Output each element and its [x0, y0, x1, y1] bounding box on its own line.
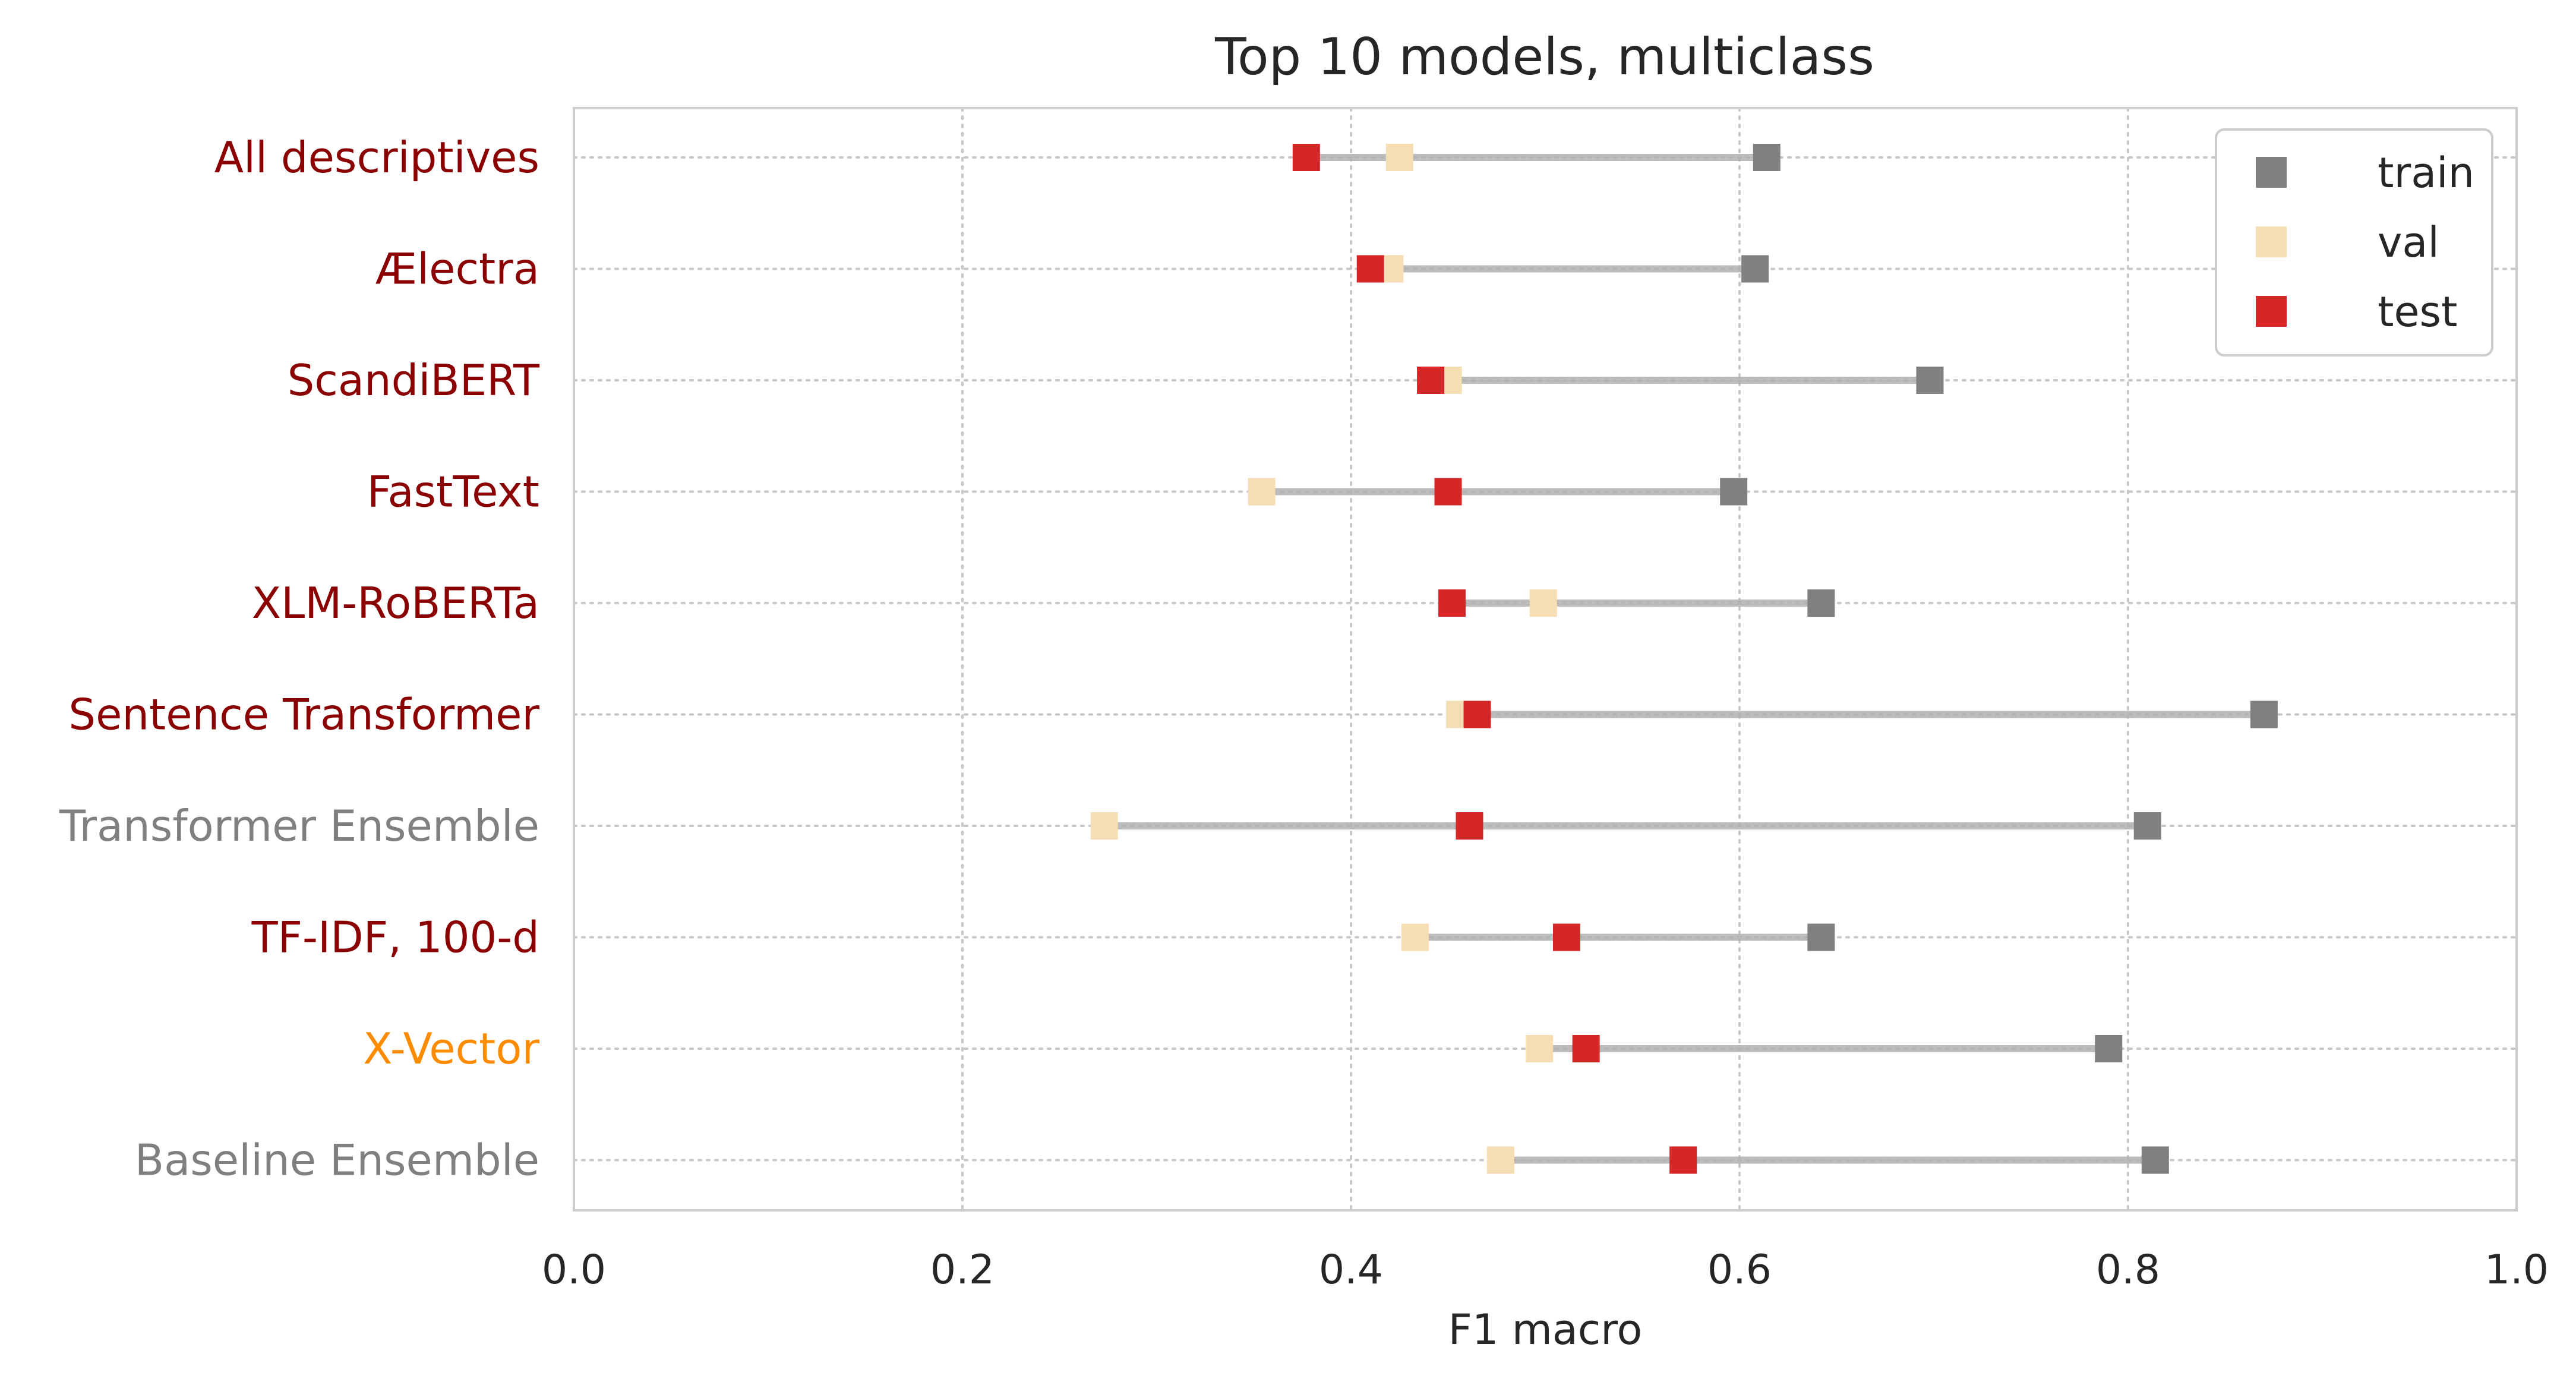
train-marker — [1753, 144, 1781, 171]
test-marker — [1438, 589, 1466, 617]
train-marker — [2133, 812, 2161, 840]
x-tick-label: 1.0 — [2485, 1247, 2549, 1293]
category-label: FastText — [367, 467, 539, 517]
train-marker — [2141, 1146, 2169, 1174]
val-marker — [1401, 923, 1429, 951]
x-tick-label: 0.2 — [930, 1247, 995, 1293]
x-axis-label: F1 macro — [1448, 1305, 1643, 1354]
category-label: ScandiBERT — [288, 355, 540, 405]
x-tick-label: 0.6 — [1707, 1247, 1772, 1293]
legend-label-val: val — [2378, 218, 2439, 267]
test-marker — [1572, 1035, 1600, 1062]
test-marker — [1417, 367, 1445, 394]
chart-title: Top 10 models, multiclass — [1214, 27, 1874, 87]
category-label: Sentence Transformer — [68, 690, 539, 740]
category-label: Baseline Ensemble — [135, 1135, 539, 1185]
x-tick-label: 0.4 — [1319, 1247, 1383, 1293]
legend-label-test: test — [2378, 288, 2457, 336]
train-marker — [1720, 478, 1748, 506]
x-tick-label: 0.0 — [542, 1247, 606, 1293]
legend-label-train: train — [2378, 149, 2474, 197]
legend-swatch-train — [2256, 157, 2287, 188]
y-category-labels: All descriptives Ælectra ScandiBERT FastTex… — [59, 132, 540, 1185]
category-label: X-Vector — [363, 1024, 539, 1074]
train-marker — [1741, 255, 1769, 283]
train-marker — [1916, 367, 1944, 394]
x-tick-labels: 0.0 0.2 0.4 0.6 0.8 1.0 — [542, 1247, 2549, 1293]
category-label: Ælectra — [375, 244, 539, 294]
data-markers — [1090, 144, 2278, 1174]
train-marker — [2095, 1035, 2123, 1062]
train-marker — [1807, 589, 1835, 617]
x-tick-label: 0.8 — [2096, 1247, 2160, 1293]
test-marker — [1669, 1146, 1697, 1174]
test-marker — [1434, 478, 1462, 506]
val-marker — [1526, 1035, 1554, 1062]
test-marker — [1456, 812, 1483, 840]
category-label: All descriptives — [214, 132, 539, 182]
plot-frame — [573, 107, 2518, 1212]
train-marker — [2250, 701, 2278, 728]
legend-swatch-test — [2256, 296, 2287, 327]
legend: train val test — [2215, 128, 2493, 356]
val-marker — [1385, 144, 1413, 171]
y-gridlines — [573, 156, 2518, 1162]
test-marker — [1552, 923, 1580, 951]
test-marker — [1463, 701, 1491, 728]
range-connectors — [1104, 154, 2264, 1164]
val-marker — [1248, 478, 1276, 506]
category-label: TF-IDF, 100-d — [251, 913, 539, 963]
val-marker — [1486, 1146, 1514, 1174]
train-marker — [1807, 923, 1835, 951]
val-marker — [1529, 589, 1557, 617]
legend-swatch-val — [2256, 226, 2287, 257]
test-marker — [1356, 255, 1384, 283]
category-label: XLM-RoBERTa — [252, 578, 539, 628]
val-marker — [1090, 812, 1118, 840]
category-label: Transformer Ensemble — [59, 801, 539, 851]
test-marker — [1292, 144, 1320, 171]
